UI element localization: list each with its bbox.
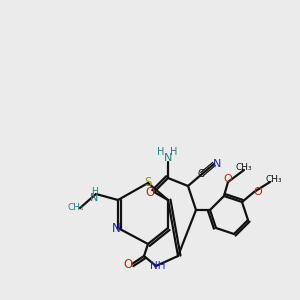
Text: H: H: [157, 147, 165, 157]
Text: O: O: [224, 174, 232, 184]
Text: O: O: [123, 257, 133, 271]
Text: N: N: [213, 159, 221, 169]
Text: H: H: [170, 147, 178, 157]
Text: H: H: [91, 187, 98, 196]
Text: C: C: [198, 169, 204, 179]
Text: O: O: [254, 187, 262, 197]
Text: N: N: [90, 193, 98, 203]
Text: CH₃: CH₃: [236, 164, 252, 172]
Text: S: S: [144, 176, 152, 190]
Text: CH₃: CH₃: [68, 203, 84, 212]
Text: NH: NH: [150, 261, 166, 271]
Text: O: O: [146, 185, 154, 199]
Text: N: N: [112, 221, 120, 235]
Text: CH₃: CH₃: [266, 176, 282, 184]
Text: N: N: [164, 153, 172, 163]
